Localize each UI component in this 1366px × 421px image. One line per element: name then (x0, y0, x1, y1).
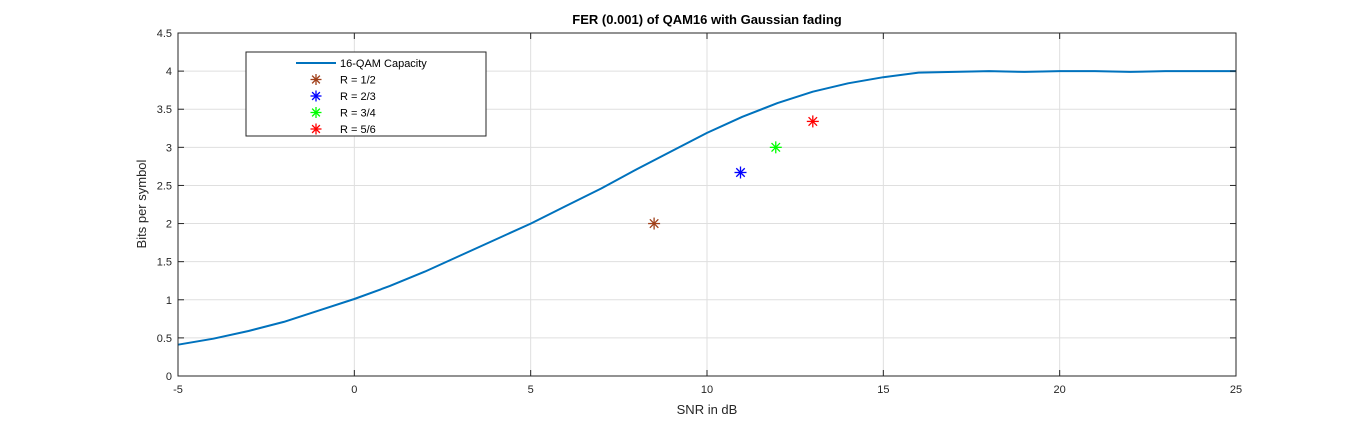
y-tick-label: 3.5 (157, 104, 172, 116)
x-axis-label: SNR in dB (677, 402, 738, 417)
data-point-marker (648, 217, 661, 230)
x-tick-label: 10 (701, 384, 713, 396)
legend-label: R = 3/4 (340, 108, 376, 120)
legend-label: 16-QAM Capacity (340, 58, 427, 70)
y-tick-label: 0.5 (157, 333, 172, 345)
y-tick-label: 3 (166, 142, 172, 154)
x-tick-label: 15 (877, 384, 889, 396)
data-point-marker (734, 166, 747, 179)
chart-title: FER (0.001) of QAM16 with Gaussian fadin… (572, 12, 841, 27)
x-tick-label: 5 (528, 384, 534, 396)
y-axis-label: Bits per symbol (134, 159, 149, 248)
data-series (177, 70, 1236, 346)
y-tick-label: 1 (166, 295, 172, 307)
x-tick-label: 25 (1230, 384, 1242, 396)
legend-marker-swatch (310, 123, 322, 135)
y-tick-label: 2.5 (157, 180, 172, 192)
legend-label: R = 1/2 (340, 75, 376, 87)
legend-entry: R = 2/3 (310, 90, 376, 103)
x-tick-label: 0 (351, 384, 357, 396)
legend-marker-swatch (310, 90, 322, 102)
legend-entry: R = 1/2 (310, 74, 376, 87)
legend-marker-swatch (310, 107, 322, 118)
x-tick-label: -5 (173, 384, 183, 396)
capacity-curve (177, 70, 1236, 346)
legend-box (245, 51, 487, 137)
data-point-marker (806, 115, 819, 128)
legend-marker-swatch (310, 74, 322, 85)
y-tick-label: 4 (166, 66, 172, 78)
legend: 16-QAM Capacity R = 1/2 R = 2/3 R = 3/4 R = … (245, 51, 487, 137)
y-tick-label: 1.5 (157, 257, 172, 269)
y-tick-label: 0 (166, 371, 172, 383)
legend-label: R = 2/3 (340, 91, 376, 103)
y-tick-label: 2 (166, 219, 172, 231)
legend-entry: 16-QAM Capacity (296, 58, 427, 70)
x-tick-label: 20 (1054, 384, 1066, 396)
legend-entry: R = 5/6 (310, 123, 376, 136)
legend-entry: R = 3/4 (310, 107, 376, 120)
legend-label: R = 5/6 (340, 124, 376, 136)
data-point-marker (769, 141, 782, 154)
y-tick-label: 4.5 (157, 28, 172, 40)
